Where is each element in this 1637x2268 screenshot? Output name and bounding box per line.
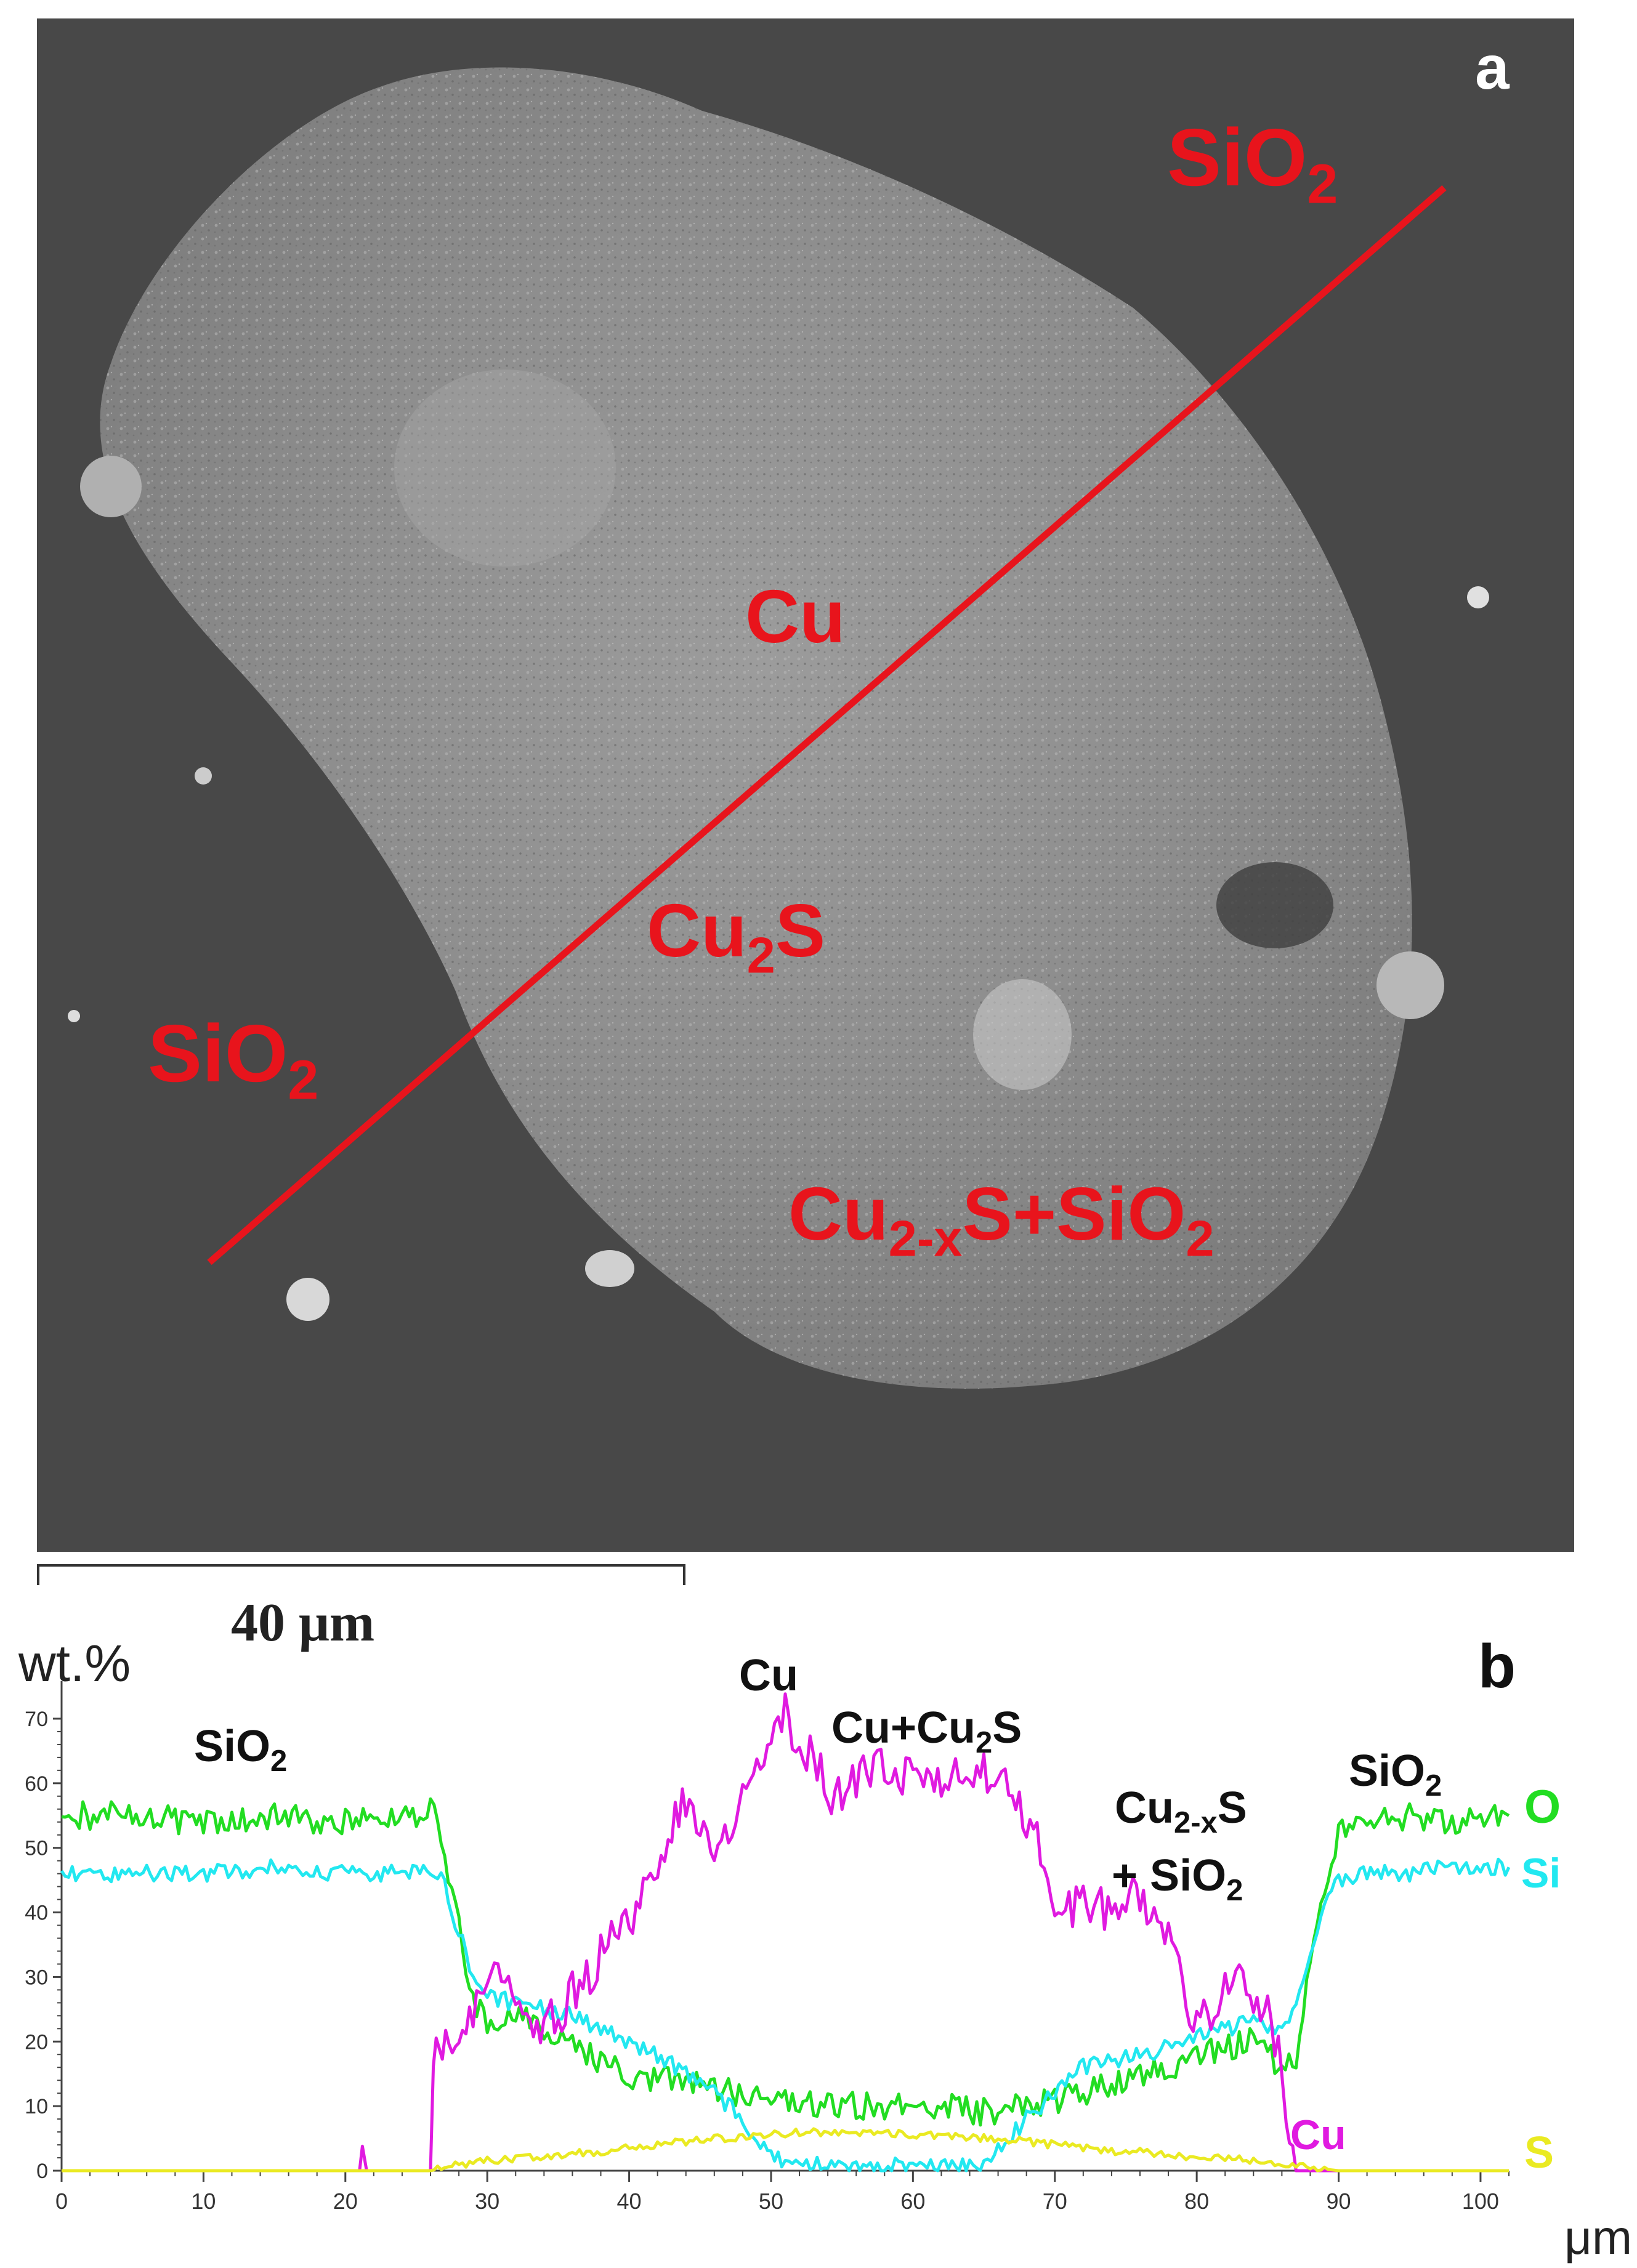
x-tick-label: 80 bbox=[1184, 2189, 1209, 2214]
series-line-o bbox=[61, 1797, 1510, 2127]
label-cu2s: Cu2S bbox=[647, 889, 826, 984]
legend-cu: Cu bbox=[1290, 2112, 1346, 2158]
y-tick-label: 50 bbox=[25, 1837, 48, 1860]
x-tick-label: 90 bbox=[1327, 2189, 1351, 2214]
x-tick-label: 20 bbox=[333, 2189, 358, 2214]
x-tick-label: 0 bbox=[55, 2189, 68, 2214]
series-line-s bbox=[62, 2127, 1509, 2173]
x-tick-label: 100 bbox=[1462, 2189, 1499, 2214]
y-tick-label: 70 bbox=[25, 1708, 48, 1731]
annotation-cu-cu2s: Cu+Cu2S bbox=[831, 1703, 1022, 1759]
y-tick-label: 30 bbox=[25, 1966, 48, 1989]
label-cu2xs-sio2: Cu2-xS+SiO2 bbox=[788, 1172, 1215, 1267]
annotation-sio2-right: SiO2 bbox=[1349, 1746, 1442, 1802]
y-tick-label: 20 bbox=[25, 2030, 48, 2054]
legend-o: O bbox=[1524, 1781, 1561, 1833]
x-tick-label: 70 bbox=[1043, 2189, 1067, 2214]
scale-bar bbox=[37, 1564, 685, 1585]
annotation-cu: Cu bbox=[739, 1651, 798, 1700]
y-tick-label: 40 bbox=[25, 1902, 48, 1925]
legend-si: Si bbox=[1521, 1850, 1561, 1897]
sem-image bbox=[68, 67, 1489, 1389]
y-tick-label: 10 bbox=[25, 2095, 48, 2118]
linescan-chart: 0 10 20 30 40 50 60 70 80 90 100 0 10 20 30 40 50 60 70 wt.… bbox=[18, 1638, 1632, 2264]
series-line-si bbox=[60, 1857, 1511, 2173]
x-tick-label: 60 bbox=[900, 2189, 925, 2214]
legend-s: S bbox=[1524, 2128, 1554, 2177]
sem-image-panel: a SiO2 Cu Cu2S SiO2 Cu2-xS+SiO2 bbox=[37, 18, 1574, 1552]
label-sio2-top: SiO2 bbox=[1167, 112, 1338, 216]
y-tick-label: 60 bbox=[25, 1772, 48, 1796]
label-cu: Cu bbox=[745, 575, 846, 658]
chart-annotations: SiO2 Cu Cu+Cu2S Cu2-xS + SiO2 SiO2 O Si Cu S bbox=[194, 1651, 1561, 2177]
annotation-sio2-left: SiO2 bbox=[194, 1722, 287, 1778]
x-tick-label: 50 bbox=[759, 2189, 783, 2214]
panel-letter-a: a bbox=[1475, 33, 1510, 102]
chart-series bbox=[60, 1692, 1511, 2173]
x-axis-label: μm bbox=[1564, 2210, 1632, 2264]
dark-pore bbox=[1216, 862, 1333, 948]
annotation-plus-sio2: + SiO2 bbox=[1112, 1851, 1243, 1907]
x-tick-label: 30 bbox=[475, 2189, 499, 2214]
y-tick-label: 0 bbox=[36, 2160, 48, 2183]
x-tick-label: 40 bbox=[617, 2189, 642, 2214]
scale-bar-label: 40 μm bbox=[231, 1593, 375, 1653]
label-sio2-left: SiO2 bbox=[148, 1008, 319, 1112]
panel-letter-b: b bbox=[1478, 1638, 1516, 1701]
y-axis-label: wt.% bbox=[18, 1638, 131, 1692]
annotation-cu2xs: Cu2-xS bbox=[1115, 1783, 1247, 1839]
x-tick-label: 10 bbox=[191, 2189, 216, 2214]
linescan-line bbox=[207, 185, 1447, 1265]
